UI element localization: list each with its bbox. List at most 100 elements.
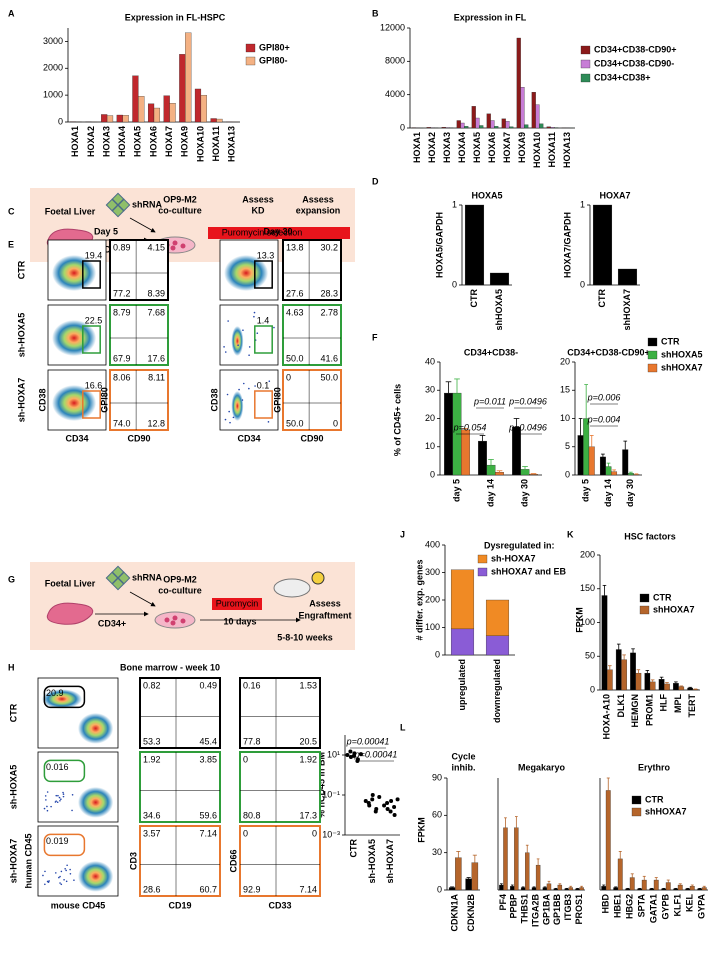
bar (535, 104, 540, 129)
density-blob (78, 787, 114, 818)
data-point (392, 813, 397, 817)
schematic-text: co-culture (158, 585, 202, 595)
chart-title: HOXA5 (471, 190, 502, 200)
event-dot (44, 883, 46, 886)
x-tick-label: HOXA4 (117, 126, 127, 157)
event-dot (65, 869, 67, 872)
x-tick-label: HOXA9 (180, 126, 190, 157)
gate (82, 260, 101, 289)
data-point (345, 753, 350, 757)
event-dot (273, 326, 275, 329)
selection-bar (212, 598, 262, 610)
bar (535, 864, 541, 891)
bar (185, 32, 192, 123)
axis-label: mouse CD45 (51, 900, 106, 910)
bar (486, 113, 491, 129)
bar (465, 878, 472, 891)
y-tick-label: 30 (432, 847, 442, 857)
event-dot (46, 805, 48, 808)
event-dot (268, 380, 271, 383)
y-tick-label: 10 (425, 441, 435, 451)
axis-label: GPI80 (99, 387, 109, 413)
bar (456, 120, 461, 129)
y-tick-label: 2000 (43, 63, 63, 73)
gate (82, 325, 101, 354)
bar (649, 888, 655, 891)
cell-icon (180, 618, 186, 624)
radiation-icon (311, 571, 325, 585)
event-dot (248, 346, 251, 348)
x-tick-label: KEL (684, 893, 694, 912)
event-dot (60, 883, 63, 886)
bar (495, 472, 504, 476)
data-point (348, 754, 353, 759)
quadrant-value: 12.8 (147, 418, 165, 428)
bar (613, 887, 619, 891)
quadrant-value: 0 (312, 828, 317, 838)
quadrant-value: 8.06 (113, 372, 131, 382)
x-tick-label: upregulated (457, 659, 467, 711)
y-axis-label: % hCD45 in BM (316, 752, 326, 818)
x-tick-label: HOXA6 (487, 132, 497, 163)
quadrant-value: 45.4 (199, 736, 217, 746)
legend-swatch (477, 567, 488, 577)
x-tick-label: HEMGN (630, 694, 640, 728)
y-tick-label: 60 (432, 810, 442, 820)
p-value: p=0.011 (473, 396, 506, 406)
bar (605, 790, 611, 891)
chart-title: CD34+CD38-CD90+ (567, 347, 650, 357)
y-tick-label: 200 (580, 549, 595, 559)
axis-label: CD90 (127, 433, 150, 443)
schematic-text: OP9-M2 (163, 194, 197, 204)
y-axis-label: FPKM (416, 817, 426, 843)
quadrant-value: 0.49 (199, 680, 217, 690)
panel-letter: K (567, 529, 574, 539)
x-tick-label: HOXA2 (427, 132, 437, 163)
bar (116, 114, 123, 123)
x-tick-label: CDKN1A (450, 894, 460, 932)
p-value: p=0.0496 (508, 396, 547, 406)
chart-title: CD34+CD38- (464, 347, 518, 357)
plot-frame (139, 677, 221, 749)
bar (579, 887, 584, 891)
bar (531, 887, 537, 891)
event-dot (267, 421, 270, 423)
x-tick-label: HOXA4 (457, 132, 467, 163)
x-tick-label: day 14 (485, 479, 495, 507)
data-point (358, 752, 363, 757)
axis-label: CD33 (268, 900, 291, 910)
gate-value: 0.016 (46, 762, 69, 772)
x-tick-label: CTR (349, 839, 359, 858)
density-blob (78, 713, 114, 744)
bar (539, 123, 544, 129)
bar (611, 471, 618, 476)
x-tick-label: day 14 (603, 479, 613, 507)
x-tick-label: day 5 (451, 479, 461, 502)
bar (644, 672, 651, 691)
panel-letter: F (372, 332, 378, 342)
y-tick-label: 100 (425, 622, 440, 632)
bar (601, 886, 607, 891)
bar (689, 886, 695, 891)
data-point (370, 793, 375, 797)
bar (505, 121, 510, 129)
schematic-text: Assess (302, 194, 334, 204)
bar (653, 879, 659, 891)
quadrant-value: 17.6 (147, 353, 165, 363)
row-label: sh-HOXA5 (16, 313, 26, 358)
row-label: sh-HOXA7 (8, 839, 18, 884)
quadrant-value: 7.14 (199, 828, 217, 838)
legend-swatch (580, 73, 591, 83)
bar (485, 599, 510, 636)
legend-label: CTR (661, 336, 680, 346)
quadrant-value: 0 (243, 828, 248, 838)
x-tick-label: HOXA6 (148, 126, 158, 157)
schematic-text: shRNA (132, 572, 163, 582)
y-tick-label: 0 (437, 884, 442, 894)
bar (510, 886, 515, 891)
event-dot (73, 879, 75, 881)
x-tick-label: PROS1 (574, 894, 584, 925)
panel-letter: D (372, 176, 379, 186)
bar (615, 649, 622, 691)
bar (649, 681, 656, 691)
